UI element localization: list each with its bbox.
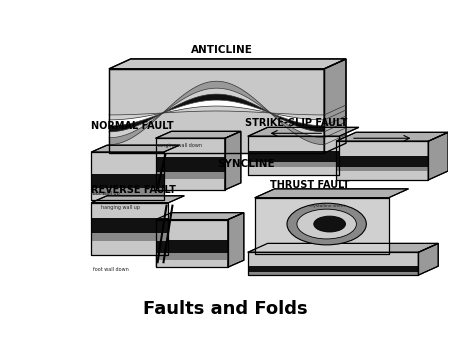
- Text: NORMAL FAULT: NORMAL FAULT: [91, 121, 174, 131]
- Polygon shape: [248, 162, 339, 167]
- Text: THRUST FAULT: THRUST FAULT: [270, 180, 349, 190]
- Text: foot wall up: foot wall up: [91, 191, 120, 196]
- Polygon shape: [248, 272, 418, 275]
- Polygon shape: [255, 198, 389, 254]
- Ellipse shape: [297, 209, 356, 239]
- Polygon shape: [156, 138, 225, 190]
- Text: SYNCLINE: SYNCLINE: [217, 159, 275, 169]
- Polygon shape: [428, 132, 448, 180]
- Polygon shape: [156, 138, 163, 200]
- Polygon shape: [336, 136, 339, 180]
- Polygon shape: [156, 253, 228, 260]
- Polygon shape: [255, 189, 409, 198]
- Polygon shape: [324, 59, 346, 153]
- Polygon shape: [109, 59, 346, 69]
- Text: REVERSE FAULT: REVERSE FAULT: [91, 185, 176, 195]
- Polygon shape: [91, 196, 184, 203]
- Polygon shape: [225, 131, 241, 190]
- Text: crystalline sheet: crystalline sheet: [309, 204, 345, 208]
- Text: hanging wall up: hanging wall up: [101, 205, 140, 210]
- Polygon shape: [109, 81, 324, 145]
- Polygon shape: [156, 220, 228, 267]
- Polygon shape: [336, 167, 428, 171]
- Text: Faults and Folds: Faults and Folds: [143, 300, 307, 318]
- Text: ANTICLINE: ANTICLINE: [191, 45, 252, 55]
- Polygon shape: [156, 131, 241, 138]
- Polygon shape: [336, 156, 428, 167]
- Polygon shape: [248, 151, 339, 162]
- Polygon shape: [156, 172, 225, 179]
- Polygon shape: [156, 157, 225, 172]
- Text: foot wall down: foot wall down: [93, 267, 129, 272]
- Polygon shape: [336, 132, 448, 141]
- Polygon shape: [109, 100, 324, 126]
- Polygon shape: [91, 152, 163, 200]
- Polygon shape: [91, 218, 168, 233]
- Polygon shape: [91, 188, 163, 195]
- Polygon shape: [156, 213, 244, 220]
- Polygon shape: [156, 203, 168, 267]
- Polygon shape: [109, 94, 324, 132]
- Polygon shape: [248, 136, 339, 175]
- Polygon shape: [228, 213, 244, 267]
- Polygon shape: [91, 145, 180, 152]
- Polygon shape: [248, 266, 418, 272]
- Polygon shape: [91, 173, 163, 188]
- Polygon shape: [248, 127, 359, 136]
- Ellipse shape: [287, 203, 366, 245]
- Text: hanging wall down: hanging wall down: [156, 143, 202, 148]
- Polygon shape: [418, 243, 438, 275]
- Polygon shape: [248, 252, 418, 275]
- Polygon shape: [109, 88, 324, 138]
- Text: STRIKE-SLIP FAULT: STRIKE-SLIP FAULT: [245, 118, 347, 128]
- Polygon shape: [109, 106, 324, 120]
- Polygon shape: [91, 233, 168, 241]
- Polygon shape: [109, 69, 324, 153]
- Ellipse shape: [314, 216, 346, 232]
- Polygon shape: [156, 240, 228, 253]
- Polygon shape: [336, 141, 428, 180]
- Polygon shape: [248, 243, 438, 252]
- Polygon shape: [91, 203, 168, 255]
